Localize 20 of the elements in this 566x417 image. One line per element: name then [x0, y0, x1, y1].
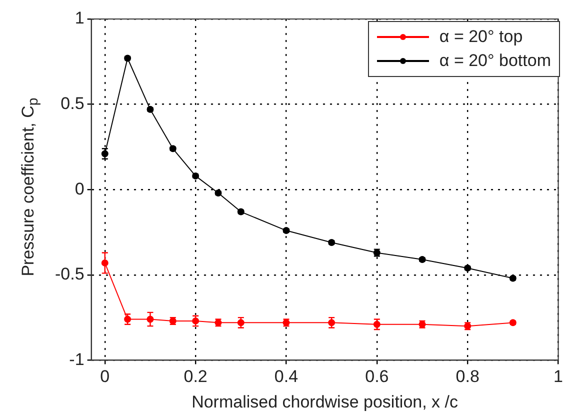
point: [373, 320, 380, 328]
x-tick-label: 0.2: [184, 367, 208, 386]
point: [101, 259, 108, 266]
y-tick-label: 0: [74, 179, 84, 198]
x-axis-title: Normalised chordwise position, x /c: [192, 392, 458, 412]
y-tick-label: 0.5: [60, 94, 84, 113]
point: [192, 317, 200, 324]
x-tick-label: 0.4: [274, 367, 298, 386]
y-tick-label: -1: [69, 350, 84, 369]
point: [237, 319, 244, 326]
legend-label: α = 20° bottom: [439, 51, 551, 71]
x-tick-label: 0: [100, 367, 110, 386]
point: [328, 319, 336, 326]
x-tick-label: 1: [554, 367, 564, 386]
y-tick-label: 1: [74, 8, 84, 28]
y-tick-label: -0.5: [54, 264, 84, 284]
x-tick-label: 0.6: [365, 367, 389, 386]
point: [146, 316, 154, 323]
x-tick-label: 0.8: [456, 367, 480, 386]
legend-label: α = 20° top: [439, 27, 523, 47]
